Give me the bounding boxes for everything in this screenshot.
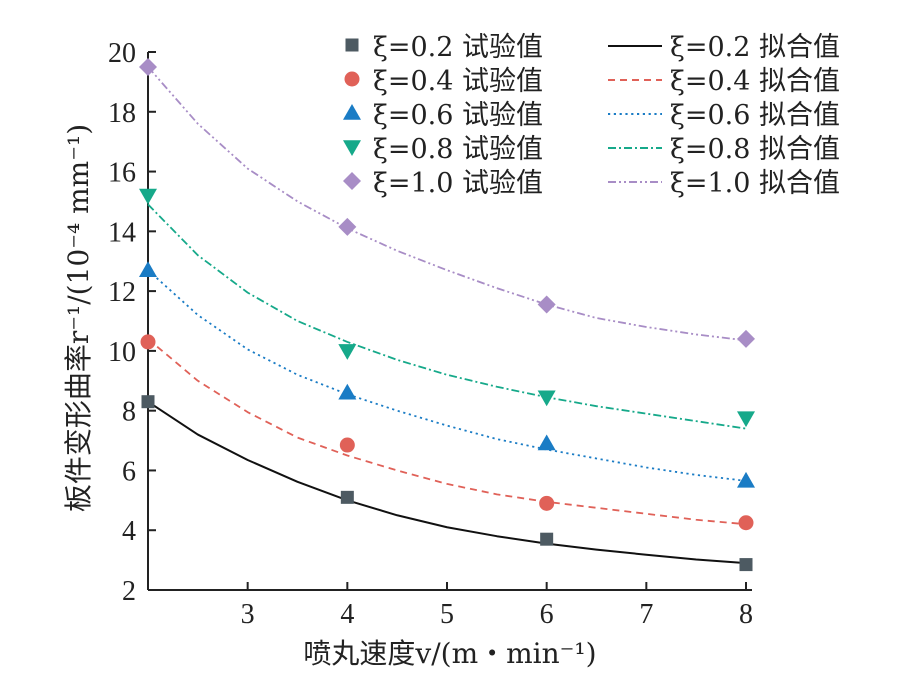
- y-tick-label: 20: [108, 38, 136, 69]
- legend-label: ξ=0.6 试验值: [373, 100, 543, 131]
- measured-point-4: [139, 188, 157, 205]
- measured-point-1: [739, 558, 753, 572]
- legend-label: ξ=0.2 拟合值: [670, 32, 840, 63]
- measured-point-1: [340, 490, 354, 504]
- x-tick-label: 7: [639, 599, 653, 630]
- measured-point-2: [140, 334, 156, 350]
- measured-point-1: [141, 395, 155, 409]
- legend-label: ξ=1.0 试验值: [373, 168, 543, 199]
- legend-marker: [343, 140, 361, 156]
- legend-marker: [343, 104, 361, 120]
- fit-line-5: [147, 66, 747, 342]
- y-tick-label: 8: [122, 397, 136, 428]
- measured-point-4: [737, 411, 755, 428]
- fit-line-3: [147, 269, 747, 482]
- measured-point-3: [338, 383, 357, 400]
- measured-point-4: [338, 344, 357, 360]
- axes: [147, 52, 752, 591]
- measured-point-3: [537, 434, 556, 451]
- x-ticks: 3 4 5 6 7 8: [241, 582, 753, 630]
- fit-line-4: [147, 203, 747, 430]
- x-tick-label: 5: [440, 599, 454, 630]
- legend-label: ξ=0.4 试验值: [373, 66, 543, 97]
- legend-label: ξ=1.0 拟合值: [670, 168, 840, 199]
- measured-point-5: [737, 329, 755, 348]
- x-tick-label: 6: [540, 599, 554, 630]
- y-tick-label: 10: [108, 337, 136, 368]
- y-tick-label: 12: [108, 277, 136, 308]
- y-tick-label: 2: [122, 576, 136, 607]
- legend-marker: [345, 38, 359, 52]
- measured-point-5: [139, 57, 157, 76]
- legend-label: ξ=0.8 试验值: [373, 134, 543, 165]
- measured-point-3: [737, 471, 755, 488]
- fit-line-1: [147, 400, 747, 565]
- measured-point-2: [539, 495, 555, 511]
- y-ticks: 2 4 6 8 10 12 14 16 18 20: [108, 38, 156, 607]
- data-markers: [139, 57, 755, 572]
- measured-point-4: [537, 390, 556, 407]
- x-tick-label: 4: [340, 599, 354, 630]
- x-tick-label: 3: [241, 599, 255, 630]
- x-axis-label: 喷丸速度v/(m・min⁻¹): [303, 637, 596, 670]
- fit-line-2: [147, 338, 747, 526]
- y-axis-label: 板件变形曲率r⁻¹/(10⁻⁴ mm⁻¹): [62, 124, 95, 512]
- measured-point-2: [339, 437, 355, 453]
- y-tick-label: 14: [108, 217, 136, 248]
- legend-label: ξ=0.8 拟合值: [670, 134, 840, 165]
- fit-lines: [147, 66, 747, 565]
- y-tick-label: 6: [122, 456, 136, 487]
- x-tick-label: 8: [739, 599, 753, 630]
- measured-point-5: [537, 295, 556, 314]
- y-tick-label: 4: [122, 516, 136, 547]
- y-tick-label: 18: [108, 98, 136, 129]
- measured-point-5: [338, 217, 357, 236]
- measured-point-3: [139, 261, 157, 277]
- measured-point-2: [738, 515, 754, 531]
- legend-marker: [344, 71, 360, 87]
- y-tick-label: 16: [108, 158, 136, 189]
- measured-point-1: [540, 532, 554, 546]
- legend-label: ξ=0.4 拟合值: [670, 66, 840, 97]
- legend-marker: [343, 172, 361, 190]
- legend-label: ξ=0.2 试验值: [373, 32, 543, 63]
- legend-label: ξ=0.6 拟合值: [670, 100, 840, 131]
